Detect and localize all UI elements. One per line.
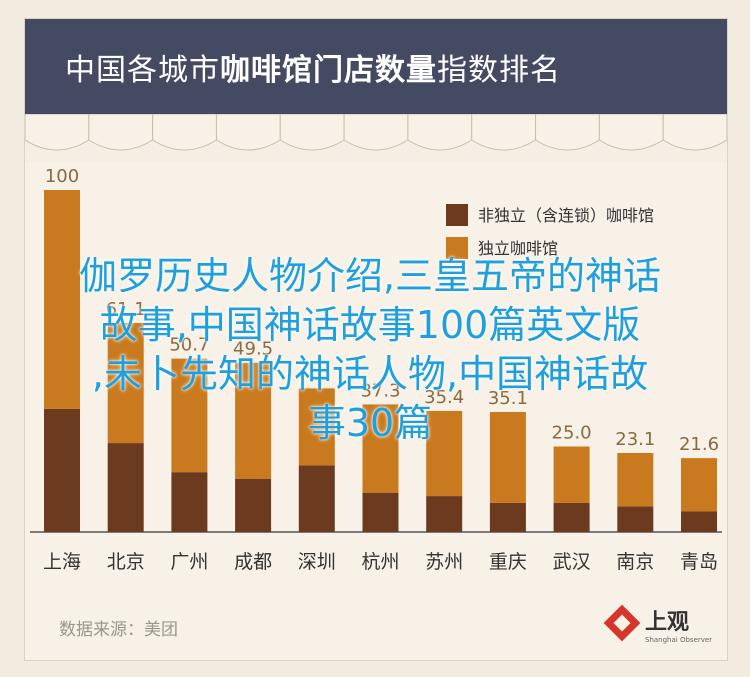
x-tick-label: 成都 (234, 551, 272, 573)
legend-swatch (446, 237, 468, 259)
bar-independent (617, 452, 654, 507)
shanghai-observer-logo: 上观 Shanghai Observer (603, 604, 712, 644)
x-tick-label: 上海 (43, 551, 81, 573)
bar-non-independent (681, 511, 717, 532)
awning-decoration (25, 114, 727, 162)
x-tick-label: 重庆 (489, 551, 527, 573)
bar-total-label: 49.5 (233, 339, 273, 360)
watermark-overlay: 伽罗历史人物介绍,三皇五帝的神话 故事,中国神话故事100篇英文版 ,未卜先知的… (20, 252, 720, 448)
title-banner: 中国各城市咖啡馆门店数量指数排名 (25, 19, 727, 114)
watermark-line-4: 事30篇 (307, 401, 433, 445)
x-tick-label: 杭州 (361, 551, 399, 573)
awning-scallop (662, 114, 727, 151)
title-part-3: 量 (406, 53, 437, 88)
bar-non-independent (362, 492, 399, 532)
legend-swatch (446, 204, 468, 226)
logo-diamond-icon (603, 604, 641, 642)
bar-independent (171, 358, 208, 473)
bar-total-label: 37.3 (360, 380, 400, 401)
bar-independent (489, 411, 526, 503)
x-tick-label: 广州 (170, 551, 208, 573)
bar-total-label: 35.4 (424, 387, 464, 408)
title-part-4: 指数排名 (437, 53, 561, 88)
bar-non-independent (617, 506, 654, 532)
x-tick-label: 南京 (616, 551, 654, 573)
bar-non-independent (171, 472, 208, 532)
bar-total-label: 35.1 (488, 388, 528, 409)
bar-independent (44, 190, 80, 409)
bar-non-independent (426, 496, 463, 532)
x-tick-label: 北京 (107, 551, 145, 573)
bar-independent (426, 410, 463, 497)
bar-independent (235, 362, 272, 479)
bar-non-independent (553, 502, 590, 532)
data-source: 数据来源：美团 (59, 620, 178, 640)
infographic-card: 中国各城市咖啡馆门店数量指数排名 数据来源：美团 上观 Shanghai Obs… (24, 18, 728, 661)
bar-total-label: 50.7 (169, 335, 209, 356)
bar-independent (553, 446, 590, 503)
title-part-1: 中国各城市 (65, 53, 220, 88)
bar-non-independent (107, 443, 144, 532)
x-tick-label: 武汉 (553, 551, 591, 573)
title-part-2: 咖啡馆门店数 (220, 53, 406, 88)
bar-independent (107, 323, 144, 444)
legend-label: 非独立（含连锁）咖啡馆 (478, 206, 654, 225)
watermark-line-1: 伽罗历史人物介绍,三皇五帝的神话 (78, 254, 662, 298)
bar-non-independent (44, 408, 80, 532)
bar-independent (298, 388, 335, 466)
watermark-line-2: 故事,中国神话故事100篇英文版 (99, 303, 641, 347)
bar-independent (362, 404, 399, 493)
legend-label: 独立咖啡馆 (478, 239, 558, 258)
watermark-line-3: ,未卜先知的神话人物,中国神话故 (91, 352, 649, 396)
chart-title: 中国各城市咖啡馆门店数量指数排名 (65, 45, 561, 89)
x-tick-label: 深圳 (298, 551, 336, 573)
logo-text: 上观 (645, 610, 689, 635)
bar-total-label: 23.1 (615, 429, 655, 450)
bar-non-independent (235, 478, 272, 532)
logo-subtext: Shanghai Observer (645, 636, 712, 644)
bar-total-label: 100 (45, 166, 79, 187)
x-tick-label: 苏州 (425, 551, 463, 573)
bar-total-label: 21.6 (679, 434, 719, 455)
bar-total-label: 61.1 (106, 299, 146, 320)
bar-independent (681, 458, 717, 512)
x-tick-label: 青岛 (680, 551, 718, 573)
bar-non-independent (489, 502, 526, 532)
bar-total-label: 25.0 (552, 423, 592, 444)
bar-non-independent (298, 465, 335, 532)
